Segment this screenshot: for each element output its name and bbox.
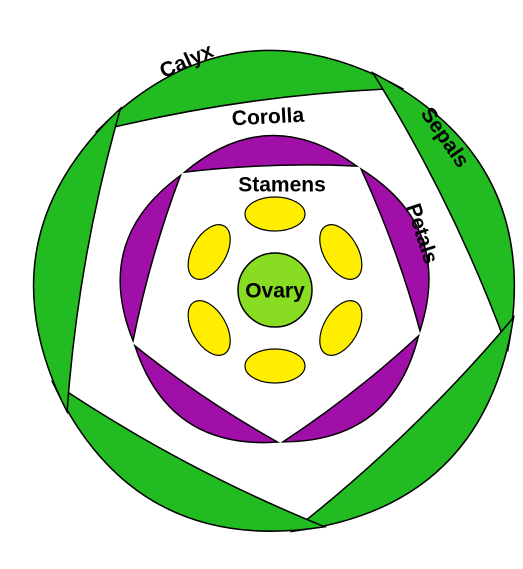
stamen	[311, 218, 370, 287]
petal	[101, 166, 181, 341]
stamen	[179, 294, 238, 363]
ovary-label: Ovary	[245, 280, 305, 303]
sepal	[10, 98, 121, 411]
stamen	[245, 349, 305, 383]
stamen	[245, 197, 305, 231]
stamen	[179, 218, 238, 287]
corolla-label: Corolla	[231, 104, 305, 131]
page: Calyx Sepals Corolla Petals Stamens Ovar…	[0, 0, 523, 569]
flower-diagram: Calyx Sepals Corolla Petals Stamens Ovar…	[0, 0, 523, 569]
petal	[184, 133, 357, 172]
stamens-label: Stamens	[238, 174, 326, 197]
stamen	[311, 294, 370, 363]
